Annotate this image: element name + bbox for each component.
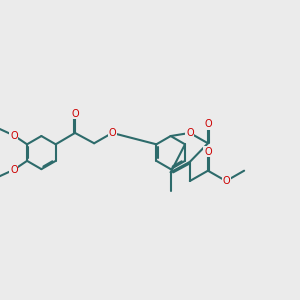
Text: O: O — [10, 165, 18, 175]
Text: O: O — [10, 130, 18, 140]
Text: O: O — [204, 119, 212, 129]
Text: O: O — [186, 128, 194, 138]
Text: O: O — [222, 176, 230, 186]
Text: O: O — [204, 147, 212, 157]
Text: O: O — [108, 128, 116, 138]
Text: O: O — [71, 109, 79, 119]
